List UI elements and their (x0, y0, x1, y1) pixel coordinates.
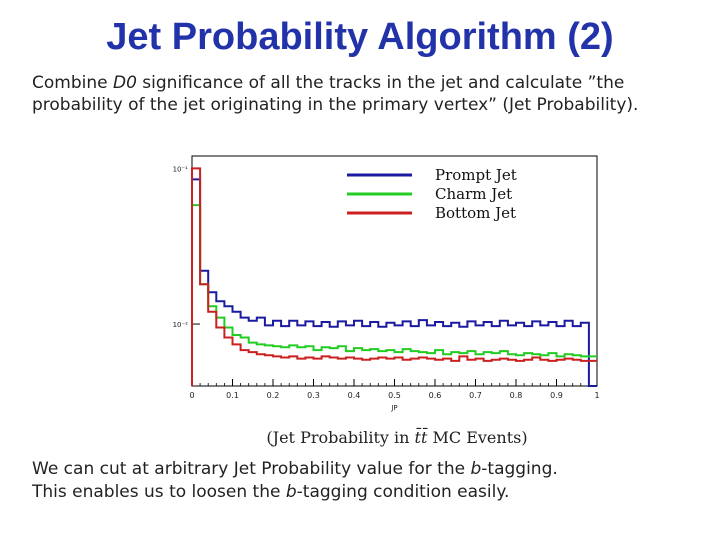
conclusion-line-2: This enables us to loosen the b-tagging … (32, 481, 712, 504)
jet-probability-chart: 0 0.1 0.2 0.3 0.4 0.5 0.6 0.7 0.8 0.9 1 JP 10⁻² 10⁻¹ P… (142, 128, 650, 418)
caption-start: (Jet Probability in (266, 428, 415, 447)
x-tick-label-6: 0.6 (429, 391, 442, 400)
x-tick-label-8: 0.8 (510, 391, 523, 400)
conclusion-line-1-start: We can cut at arbitrary Jet Probability … (32, 459, 471, 479)
conclusion-text: We can cut at arbitrary Jet Probability … (32, 458, 712, 504)
slide-title: Jet Probability Algorithm (2) (106, 16, 614, 58)
conclusion-line-1-end: -tagging. (481, 459, 558, 479)
series-line-prompt-jet (191, 178, 597, 387)
legend-label-2: Bottom Jet (435, 204, 516, 222)
intro-text: Combine D0 significance of all the track… (32, 72, 712, 116)
conclusion-line-1: We can cut at arbitrary Jet Probability … (32, 458, 712, 481)
intro-d0-symbol: D0 (112, 73, 137, 93)
y-tick-label-1: 10⁻¹ (173, 165, 189, 173)
x-tick-label-4: 0.4 (348, 391, 361, 400)
x-tick-label-0: 0 (189, 391, 194, 400)
conclusion-b-symbol-1: b (470, 459, 482, 479)
x-tick-label-5: 0.5 (388, 391, 401, 400)
conclusion-line-2-start: This enables us to loosen the (32, 482, 286, 502)
x-tick-label-1: 0.1 (226, 391, 239, 400)
series-line-bottom-jet (191, 167, 597, 386)
y-tick-label-0: 10⁻² (173, 321, 189, 329)
x-tick-label-3: 0.3 (307, 391, 320, 400)
x-tick-label-7: 0.7 (469, 391, 482, 400)
chart-caption: (Jet Probability in t̄t̄ MC Events) (0, 428, 720, 447)
chart-svg: 0 0.1 0.2 0.3 0.4 0.5 0.6 0.7 0.8 0.9 1 JP 10⁻² 10⁻¹ P… (173, 155, 600, 412)
intro-line-2: probability of the jet originating in th… (32, 95, 639, 115)
caption-end: MC Events) (427, 428, 528, 447)
intro-line-1-end: significance of all the tracks in the je… (136, 73, 625, 93)
conclusion-line-2-end: -tagging condition easily. (296, 482, 510, 502)
intro-line-1: Combine D0 significance of all the track… (32, 72, 712, 94)
x-tick-label-9: 0.9 (550, 391, 563, 400)
series-line-charm-jet (191, 204, 597, 386)
x-tick-label-2: 0.2 (267, 391, 280, 400)
caption-ttbar-symbol: t̄t̄ (414, 428, 428, 447)
intro-line-1-start: Combine (32, 73, 113, 93)
x-tick-label-10: 1 (594, 391, 599, 400)
legend-label-0: Prompt Jet (435, 166, 517, 184)
x-axis-label: JP (390, 404, 397, 412)
legend-label-1: Charm Jet (435, 185, 512, 203)
conclusion-b-symbol-2: b (285, 482, 297, 502)
